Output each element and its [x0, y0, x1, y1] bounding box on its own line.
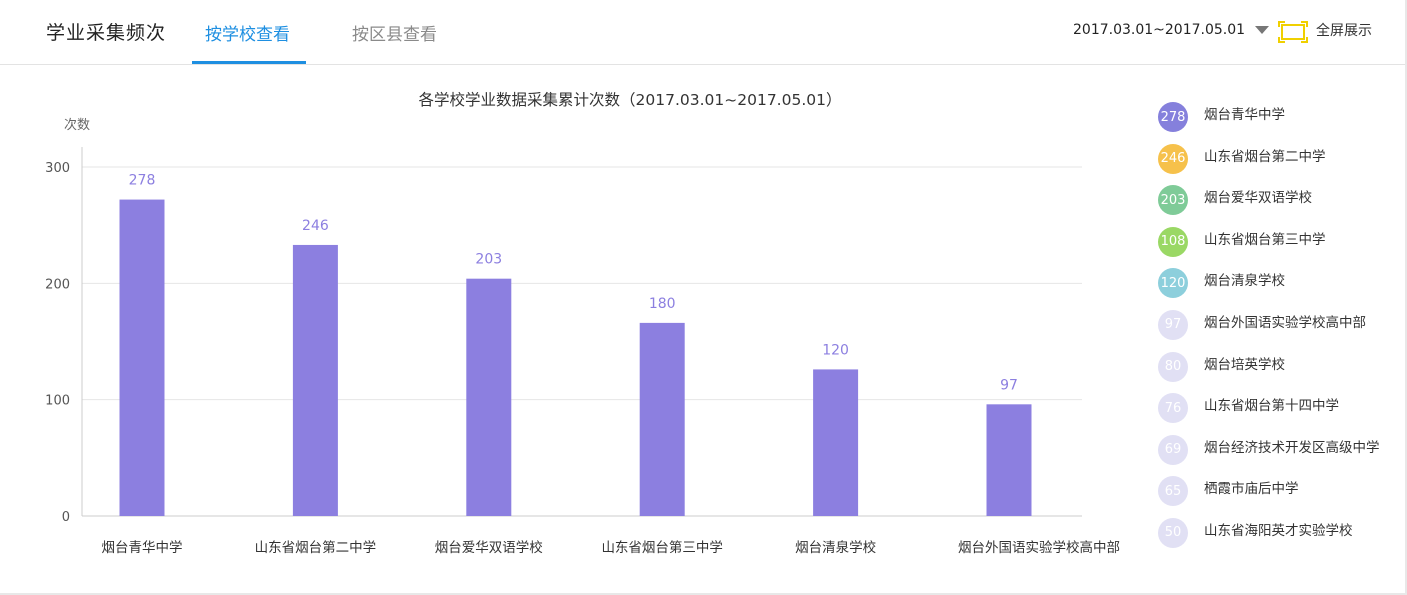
legend-label: 烟台爱华双语学校 [1204, 190, 1312, 207]
legend-value-badge: 97 [1158, 309, 1188, 340]
x-category-label: 烟台爱华双语学校 [435, 539, 543, 556]
legend-label: 烟台外国语实验学校高中部 [1204, 314, 1366, 331]
y-tick-label: 0 [62, 510, 70, 525]
legend-value-badge: 203 [1158, 185, 1188, 216]
tab-by-school[interactable]: 按学校查看 [205, 25, 290, 45]
bar[interactable] [466, 278, 512, 516]
date-range-value: 2017.03.01~2017.05.01 [1073, 22, 1246, 38]
y-tick-label: 200 [45, 277, 70, 292]
active-tab-indicator [192, 61, 306, 64]
caret-down-icon [1255, 26, 1270, 34]
x-category-label: 烟台青华中学 [102, 540, 183, 556]
fullscreen-icon [1278, 21, 1308, 43]
legend-label: 山东省海阳英才实验学校 [1204, 522, 1353, 539]
legend-value-badge: 80 [1158, 351, 1188, 382]
bar-data-label: 180 [649, 296, 676, 312]
legend-value-badge: 246 [1158, 143, 1188, 174]
legend-value-badge: 50 [1158, 517, 1188, 548]
y-axis-label: 次数 [64, 117, 90, 133]
legend-label: 烟台培英学校 [1204, 356, 1285, 373]
legend-item[interactable]: 108 山东省烟台第三中学 [1158, 226, 1398, 269]
legend-item[interactable]: 80 烟台培英学校 [1158, 351, 1398, 394]
legend-item[interactable]: 65 栖霞市庙后中学 [1158, 476, 1398, 518]
legend-value-badge: 120 [1158, 268, 1188, 299]
x-category-label: 烟台外国语实验学校高中部 [958, 539, 1120, 556]
legend: 278 烟台青华中学 246 山东省烟台第二中学 203 烟台爱华双语学校 108 山东省烟台… [1158, 102, 1398, 560]
legend-item[interactable]: 203 烟台爱华双语学校 [1158, 185, 1398, 227]
legend-value-badge: 69 [1158, 434, 1188, 465]
bottom-border [0, 593, 1407, 595]
legend-item[interactable]: 120 烟台清泉学校 [1158, 268, 1398, 310]
bar[interactable] [813, 369, 859, 516]
legend-value-badge: 76 [1158, 393, 1188, 424]
bar-data-label: 203 [475, 252, 502, 268]
legend-label: 山东省烟台第二中学 [1204, 148, 1326, 165]
bar-chart: 各学校学业数据采集累计次数（2017.03.01~2017.05.01） 次数 … [45, 91, 1120, 556]
bar-data-label: 246 [302, 218, 329, 234]
bar-data-label: 97 [1000, 377, 1018, 393]
bar[interactable] [292, 244, 338, 516]
y-tick-label: 100 [45, 394, 70, 409]
legend-item[interactable]: 69 烟台经济技术开发区高级中学 [1158, 434, 1398, 477]
fullscreen-button[interactable]: 全屏展示 [1278, 20, 1372, 43]
bar-data-label: 120 [822, 342, 849, 358]
legend-label: 烟台青华中学 [1204, 107, 1285, 123]
date-range-select[interactable]: 2017.03.01~2017.05.01 [1073, 22, 1270, 38]
legend-item[interactable]: 246 山东省烟台第二中学 [1158, 143, 1398, 186]
legend-label: 栖霞市庙后中学 [1204, 481, 1299, 498]
page-title: 学业采集频次 [46, 22, 167, 44]
x-category-label: 山东省烟台第二中学 [255, 539, 377, 556]
x-category-label: 烟台清泉学校 [795, 539, 876, 556]
legend-label: 烟台清泉学校 [1204, 273, 1285, 290]
bar-data-label: 278 [129, 173, 156, 189]
legend-item[interactable]: 50 山东省海阳英才实验学校 [1158, 517, 1398, 560]
legend-label: 山东省烟台第三中学 [1204, 231, 1326, 248]
bar[interactable] [639, 322, 685, 516]
right-border [1405, 0, 1407, 595]
legend-value-badge: 108 [1158, 226, 1188, 257]
legend-item[interactable]: 278 烟台青华中学 [1158, 102, 1398, 144]
chart-title: 各学校学业数据采集累计次数（2017.03.01~2017.05.01） [419, 91, 842, 109]
legend-value-badge: 278 [1158, 102, 1188, 132]
legend-label: 山东省烟台第十四中学 [1204, 398, 1339, 415]
y-tick-label: 300 [45, 161, 70, 176]
bar[interactable] [119, 199, 165, 516]
bar[interactable] [986, 404, 1032, 516]
fullscreen-label: 全屏展示 [1316, 23, 1372, 39]
tab-by-district[interactable]: 按区县查看 [352, 25, 437, 45]
x-category-label: 山东省烟台第三中学 [601, 539, 723, 556]
legend-item[interactable]: 76 山东省烟台第十四中学 [1158, 393, 1398, 435]
header-bar: 学业采集频次 按学校查看 按区县查看 2017.03.01~2017.05.01… [0, 0, 1405, 65]
legend-label: 烟台经济技术开发区高级中学 [1204, 439, 1380, 456]
legend-item[interactable]: 97 烟台外国语实验学校高中部 [1158, 309, 1398, 352]
legend-value-badge: 65 [1158, 476, 1188, 507]
